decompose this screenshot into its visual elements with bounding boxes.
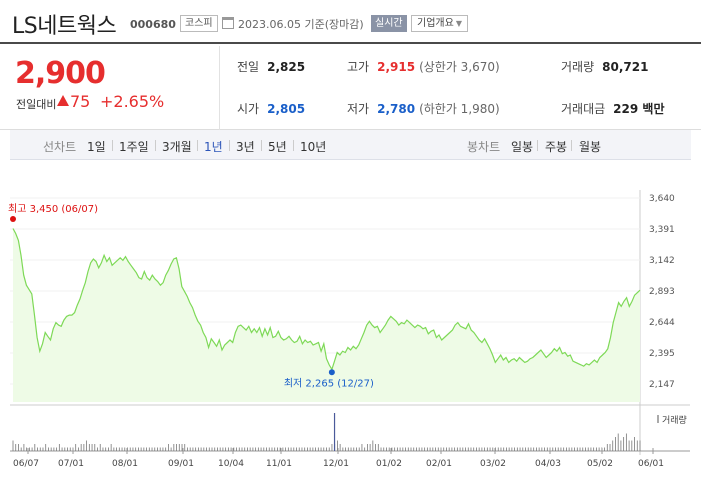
change-value: 75 bbox=[70, 92, 91, 111]
period-10y[interactable]: 10년 bbox=[300, 140, 327, 154]
separator bbox=[155, 140, 156, 151]
change-label: 전일대비 bbox=[16, 98, 57, 111]
divider bbox=[219, 46, 220, 130]
low-value: 2,780 bbox=[377, 102, 416, 116]
price-line bbox=[12, 228, 641, 371]
high-value: 2,915 bbox=[377, 60, 416, 74]
x-tick-label: 07/01 bbox=[58, 459, 84, 469]
x-tick-label: 11/01 bbox=[266, 459, 292, 469]
volume-label: 거래량 bbox=[662, 414, 687, 426]
x-axis: 06/07 07/01 08/01 09/01 10/04 11/01 12/01 01/02… bbox=[13, 448, 664, 469]
amount-label: 거래대금 bbox=[561, 102, 606, 116]
period-1w[interactable]: 1주일 bbox=[119, 140, 149, 154]
x-tick-label: 06/07 bbox=[13, 459, 39, 469]
company-overview-button[interactable]: 기업개요 ▼ bbox=[411, 15, 468, 32]
y-tick-label: 2,395 bbox=[649, 349, 675, 359]
stock-header: LS네트웍스 000680 코스피 2023.06.05 기준(장마감) 실시간… bbox=[0, 0, 701, 44]
chart-period-toolbar: 선차트 1일 1주일 3개월 1년 3년 5년 10년 봉차트 일봉 주봉 월봉 bbox=[10, 130, 691, 160]
separator bbox=[112, 140, 113, 151]
volume-value: 80,721 bbox=[602, 60, 649, 74]
upper-limit: (상한가 3,670) bbox=[419, 60, 500, 74]
period-5y[interactable]: 5년 bbox=[268, 140, 287, 154]
low-marker bbox=[328, 369, 335, 376]
prev-close-value: 2,825 bbox=[267, 60, 306, 74]
lower-limit: (하한가 1,980) bbox=[419, 102, 500, 116]
high-label: 고가 bbox=[347, 60, 370, 74]
volume-bars bbox=[12, 413, 659, 451]
change-rate: +2.65% bbox=[100, 92, 165, 111]
day-high: 고가 2,915 (상한가 3,670) bbox=[347, 58, 500, 75]
x-tick-label: 01/02 bbox=[376, 459, 402, 469]
x-tick-label: 06/01 bbox=[638, 459, 664, 469]
separator bbox=[293, 140, 294, 151]
x-tick-label: 02/01 bbox=[426, 459, 452, 469]
open-price: 시가 2,805 bbox=[237, 100, 305, 117]
price-chart[interactable]: 3,640 3,391 3,142 2,893 2,644 2,395 2,147 06/0… bbox=[0, 160, 701, 481]
x-tick-label: 09/01 bbox=[168, 459, 194, 469]
y-tick-label: 3,391 bbox=[649, 225, 675, 235]
volume-label: 거래량 bbox=[561, 60, 595, 74]
separator bbox=[197, 140, 198, 151]
trade-amount: 거래대금 229 백만 bbox=[561, 100, 664, 117]
base-date: 2023.06.05 기준(장마감) bbox=[238, 18, 364, 31]
x-tick-label: 08/01 bbox=[112, 459, 138, 469]
stock-code: 000680 bbox=[130, 18, 176, 31]
x-tick-label: 05/02 bbox=[587, 459, 613, 469]
separator bbox=[537, 140, 538, 151]
prev-close-label: 전일 bbox=[237, 60, 260, 74]
market-badge: 코스피 bbox=[180, 15, 218, 32]
volume: 거래량 80,721 bbox=[561, 58, 648, 75]
y-tick-label: 2,147 bbox=[649, 380, 675, 390]
calendar-icon bbox=[222, 17, 234, 29]
day-low: 저가 2,780 (하한가 1,980) bbox=[347, 100, 500, 117]
x-tick-label: 03/02 bbox=[480, 459, 506, 469]
price-area bbox=[13, 228, 640, 402]
candle-weekly[interactable]: 주봉 bbox=[545, 140, 568, 154]
low-annotation: 최저 2,265 (12/27) bbox=[284, 377, 374, 389]
amount-value: 229 백만 bbox=[613, 102, 665, 116]
open-label: 시가 bbox=[237, 102, 260, 116]
period-1y[interactable]: 1년 bbox=[204, 140, 223, 154]
candle-daily[interactable]: 일봉 bbox=[511, 140, 534, 154]
period-3m[interactable]: 3개월 bbox=[162, 140, 192, 154]
candle-monthly[interactable]: 월봉 bbox=[579, 140, 602, 154]
open-value: 2,805 bbox=[267, 102, 306, 116]
x-tick-label: 04/03 bbox=[535, 459, 561, 469]
up-arrow-icon bbox=[57, 95, 69, 106]
chevron-down-icon: ▼ bbox=[455, 19, 462, 28]
stock-name[interactable]: LS네트웍스 bbox=[12, 14, 117, 39]
y-tick-label: 2,893 bbox=[649, 287, 675, 297]
high-annotation: 최고 3,450 (06/07) bbox=[8, 203, 98, 215]
separator bbox=[261, 140, 262, 151]
low-label: 저가 bbox=[347, 102, 370, 116]
y-tick-label: 3,142 bbox=[649, 256, 675, 266]
y-tick-label: 2,644 bbox=[649, 318, 675, 328]
line-chart-label: 선차트 bbox=[43, 140, 77, 154]
prev-close: 전일 2,825 bbox=[237, 58, 305, 75]
current-price: 2,900 bbox=[15, 56, 106, 91]
period-3y[interactable]: 3년 bbox=[236, 140, 255, 154]
candle-chart-label: 봉차트 bbox=[467, 140, 501, 154]
realtime-button[interactable]: 실시간 bbox=[371, 15, 407, 32]
high-marker bbox=[10, 216, 16, 222]
y-axis: 3,640 3,391 3,142 2,893 2,644 2,395 2,147 bbox=[649, 194, 675, 390]
x-tick-label: 10/04 bbox=[218, 459, 244, 469]
y-tick-label: 3,640 bbox=[649, 194, 675, 204]
separator bbox=[571, 140, 572, 151]
quote-panel: 2,900 전일대비 75 +2.65% 전일 2,825 고가 2,915 (상한가… bbox=[0, 46, 701, 130]
company-overview-label: 기업개요 bbox=[417, 18, 454, 29]
separator bbox=[229, 140, 230, 151]
period-1d[interactable]: 1일 bbox=[87, 140, 106, 154]
x-tick-label: 12/01 bbox=[323, 459, 349, 469]
